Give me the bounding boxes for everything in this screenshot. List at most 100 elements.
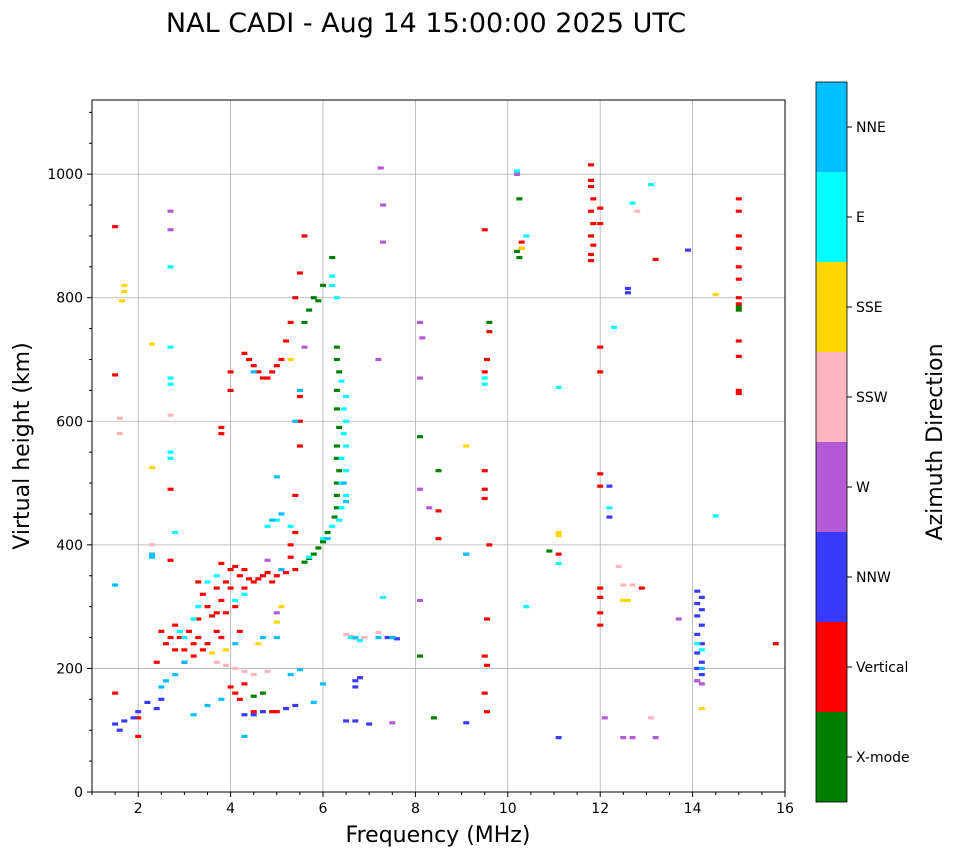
data-point xyxy=(273,574,280,578)
data-point xyxy=(135,710,142,714)
data-point xyxy=(629,736,636,740)
data-point xyxy=(167,265,174,269)
data-point xyxy=(735,234,742,238)
data-point xyxy=(116,728,123,732)
data-point xyxy=(283,339,290,343)
data-point xyxy=(417,435,424,439)
data-point xyxy=(232,605,239,609)
data-point xyxy=(587,234,594,238)
data-point xyxy=(481,376,488,380)
data-point xyxy=(301,320,308,325)
data-point xyxy=(301,345,308,349)
data-point xyxy=(343,632,350,637)
colorbar-label: Vertical xyxy=(856,660,908,676)
data-point xyxy=(419,336,426,340)
data-point xyxy=(167,413,174,417)
data-point xyxy=(694,601,701,606)
data-point xyxy=(336,518,343,522)
data-point xyxy=(417,654,424,658)
data-point xyxy=(333,456,340,460)
data-point xyxy=(227,567,234,572)
data-point xyxy=(481,469,488,473)
colorbar-segment xyxy=(816,712,847,802)
data-point xyxy=(287,555,294,559)
data-point xyxy=(273,620,280,624)
data-point xyxy=(735,354,742,359)
data-point xyxy=(555,530,562,535)
data-point xyxy=(241,682,248,686)
data-point xyxy=(158,685,165,689)
data-point xyxy=(259,710,266,714)
data-point xyxy=(176,629,183,633)
data-point xyxy=(195,635,202,640)
colorbar-label: NNW xyxy=(856,570,891,586)
data-point xyxy=(172,530,179,535)
colorbar-label: SSE xyxy=(856,300,883,316)
data-point xyxy=(190,654,197,658)
data-point xyxy=(343,469,350,473)
data-point xyxy=(675,617,682,621)
data-point xyxy=(698,642,705,646)
data-point xyxy=(199,592,206,596)
data-point xyxy=(546,549,553,553)
data-point xyxy=(218,432,225,436)
data-point xyxy=(278,567,285,572)
data-point xyxy=(620,583,627,587)
data-point xyxy=(241,669,248,674)
data-point xyxy=(310,552,317,556)
data-point xyxy=(587,252,594,257)
data-point xyxy=(292,493,299,498)
data-point xyxy=(162,642,169,646)
colorbar-segment xyxy=(816,82,847,172)
data-point xyxy=(380,203,387,207)
data-point xyxy=(264,669,271,674)
data-point xyxy=(463,552,470,556)
data-point xyxy=(514,172,521,176)
data-point xyxy=(333,444,340,448)
data-point xyxy=(287,543,294,547)
data-point xyxy=(116,432,123,436)
data-point xyxy=(518,240,525,244)
series-x-mode xyxy=(250,172,742,720)
data-point xyxy=(149,466,156,470)
data-point xyxy=(426,506,433,510)
data-point xyxy=(119,299,126,303)
series-ssw xyxy=(116,209,655,720)
data-point xyxy=(518,246,525,250)
data-point xyxy=(213,574,220,578)
data-point xyxy=(310,700,317,705)
data-point xyxy=(204,580,211,584)
x-tick-label: 8 xyxy=(411,801,420,817)
data-point xyxy=(329,283,336,287)
data-point xyxy=(204,703,211,708)
data-point xyxy=(241,713,248,717)
x-tick-label: 12 xyxy=(591,801,609,817)
data-point xyxy=(172,623,179,627)
data-point xyxy=(333,481,340,485)
data-point xyxy=(222,648,229,652)
data-point xyxy=(213,611,220,615)
data-point xyxy=(162,679,169,683)
data-point xyxy=(227,370,234,374)
data-point xyxy=(315,546,322,550)
data-point xyxy=(269,518,276,522)
data-point xyxy=(273,611,280,615)
data-point xyxy=(250,694,257,698)
data-point xyxy=(463,721,470,725)
data-point xyxy=(486,330,493,334)
data-point xyxy=(516,255,523,260)
data-point xyxy=(481,228,488,232)
data-point xyxy=(384,635,391,640)
data-point xyxy=(269,370,276,374)
colorbar: X-mode Vertical NNW W SSW SSE E NNE xyxy=(815,81,910,803)
data-point xyxy=(218,598,225,603)
data-point xyxy=(144,700,151,705)
data-point xyxy=(264,376,271,380)
data-point xyxy=(246,577,253,581)
y-tick-label: 200 xyxy=(56,661,83,677)
data-point xyxy=(481,487,488,491)
colorbar-segment xyxy=(816,532,847,622)
data-point xyxy=(264,571,271,575)
data-point xyxy=(296,394,303,399)
data-point xyxy=(698,608,705,612)
